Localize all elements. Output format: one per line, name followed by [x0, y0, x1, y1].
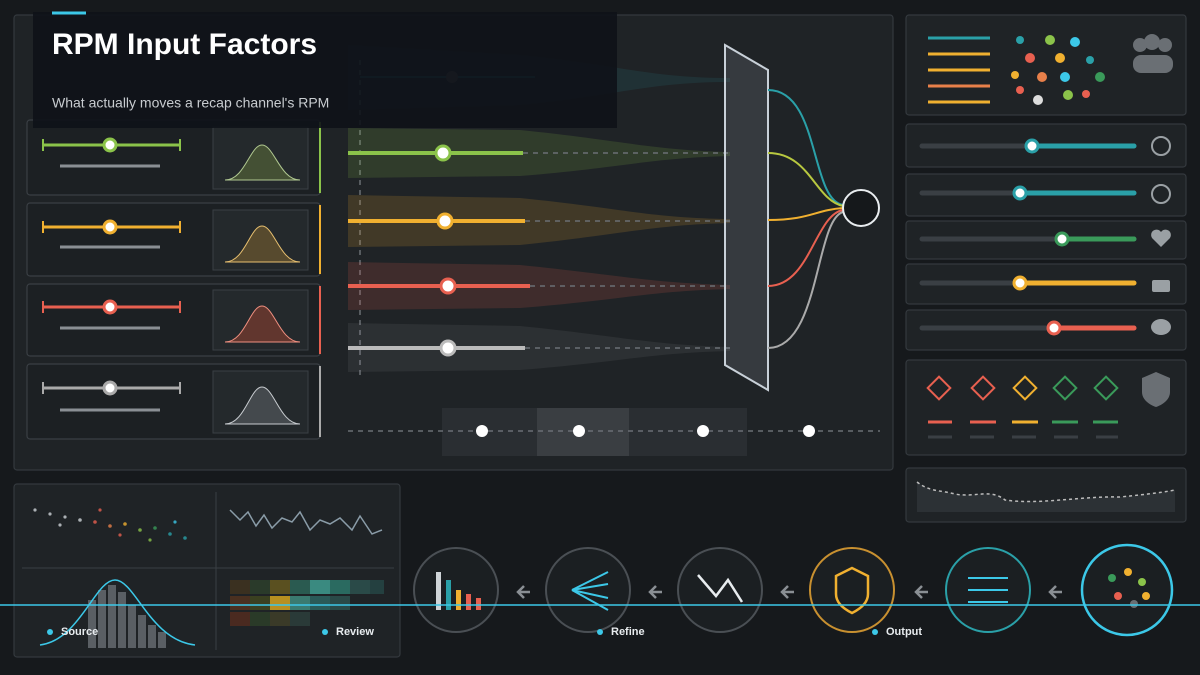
- combiner: [724, 43, 880, 392]
- timeline-label: Source: [61, 626, 98, 638]
- title-box: RPM Input Factors What actually moves a …: [33, 11, 617, 128]
- timeline-label: Review: [336, 626, 374, 638]
- card-orange: [26, 202, 321, 277]
- card-green: [26, 119, 321, 196]
- timeline: Source Review Refine Output: [0, 604, 1200, 638]
- timeline-label: Output: [886, 626, 922, 638]
- card-gray: [26, 363, 321, 440]
- pipeline: [413, 543, 1174, 637]
- factor-cards: [26, 119, 321, 440]
- right-panels: [905, 14, 1187, 523]
- title: RPM Input Factors: [52, 28, 317, 61]
- sliders: [905, 123, 1187, 351]
- subtitle: What actually moves a recap channel's RP…: [52, 95, 329, 111]
- flow-bands: [348, 45, 730, 378]
- mini-charts: [13, 483, 401, 658]
- timeline-label: Refine: [611, 626, 645, 638]
- card-red: [26, 283, 321, 357]
- range-strip: [348, 408, 880, 456]
